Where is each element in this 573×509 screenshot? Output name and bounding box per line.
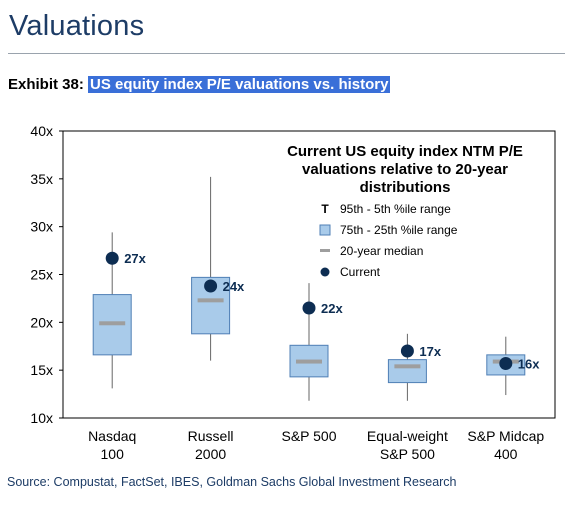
y-tick-label: 20x <box>30 314 53 330</box>
y-tick-label: 15x <box>30 362 53 378</box>
y-tick-label: 40x <box>30 123 53 139</box>
legend-range-icon: T <box>321 202 329 216</box>
inset-title-line-2: valuations relative to 20-year <box>302 161 508 178</box>
exhibit-title: US equity index P/E valuations vs. histo… <box>88 76 391 93</box>
current-value-label: 17x <box>419 344 441 359</box>
page-title: Valuations <box>9 10 145 42</box>
median-mark <box>99 321 126 326</box>
exhibit-heading: Exhibit 38: US equity index P/E valuatio… <box>8 76 391 93</box>
x-tick-label: S&P 500 <box>281 428 336 444</box>
box-group: 24x <box>191 176 245 361</box>
current-marker <box>204 279 218 293</box>
median-mark <box>394 364 421 369</box>
y-axis: 10x 15x 20x 25x 30x 35x 40x <box>30 123 63 426</box>
source-note: Source: Compustat, FactSet, IBES, Goldma… <box>7 475 457 489</box>
inset-title-line-3: distributions <box>360 179 451 196</box>
legend-median-swatch <box>320 249 330 252</box>
legend-current-label: Current <box>340 265 381 279</box>
box-group: 27x <box>92 232 147 389</box>
box-series: 27x 24x 22x 17x 16x <box>92 176 540 401</box>
legend-median-label: 20-year median <box>340 244 423 258</box>
current-value-label: 24x <box>223 279 245 294</box>
current-value-label: 22x <box>321 301 343 316</box>
y-tick-label: 10x <box>30 410 53 426</box>
y-tick-label: 35x <box>30 171 53 187</box>
current-value-label: 27x <box>124 251 146 266</box>
inset-title: Current US equity index NTM P/E valuatio… <box>287 143 523 196</box>
x-tick-label: S&P 500 <box>380 446 435 462</box>
inset-title-line-1: Current US equity index NTM P/E <box>287 143 523 160</box>
legend-current-dot <box>320 267 330 277</box>
x-tick-label: S&P Midcap <box>467 428 544 444</box>
legend-iqr-label: 75th - 25th %ile range <box>340 223 458 237</box>
box-group: 22x <box>289 283 343 401</box>
exhibit-label: Exhibit 38: <box>8 76 84 93</box>
y-tick-label: 30x <box>30 219 53 235</box>
title-divider <box>8 53 565 54</box>
iqr-box <box>387 359 427 384</box>
legend-range-label: 95th - 5th %ile range <box>340 202 451 216</box>
current-value-label: 16x <box>518 356 540 371</box>
x-tick-label: Russell <box>188 428 234 444</box>
box-group: 17x <box>387 333 442 401</box>
x-tick-label: Nasdaq <box>88 428 136 444</box>
x-tick-label: 100 <box>101 446 125 462</box>
current-marker <box>400 344 414 358</box>
x-tick-label: Equal-weight <box>367 428 448 444</box>
x-tick-label: 400 <box>494 446 518 462</box>
y-tick-label: 25x <box>30 267 53 283</box>
median-mark <box>296 359 322 364</box>
legend: T 95th - 5th %ile range 75th - 25th %ile… <box>319 202 458 279</box>
x-tick-label: 2000 <box>195 446 226 462</box>
x-axis: Nasdaq 100 Russell 2000 S&P 500 Equal-weight S… <box>88 428 544 462</box>
legend-iqr-swatch <box>319 224 331 236</box>
current-marker <box>499 356 513 370</box>
current-marker <box>302 301 316 315</box>
current-marker <box>105 251 119 265</box>
median-mark <box>197 298 224 303</box>
box-group: 16x <box>486 336 540 396</box>
